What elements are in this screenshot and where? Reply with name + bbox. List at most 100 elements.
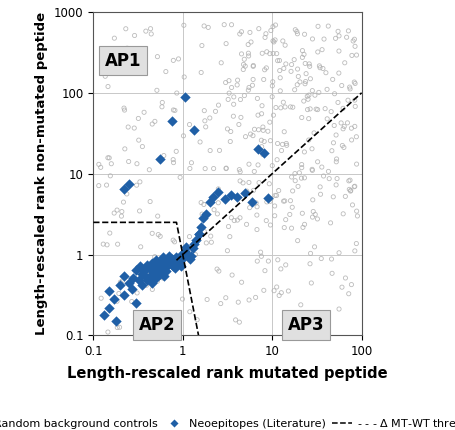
Point [300, 51, 308, 58]
Point [170, 159, 177, 166]
Point [104, 329, 111, 335]
Point [286, 211, 293, 218]
Point [293, 28, 300, 35]
Point [156, 258, 163, 265]
Point [121, 107, 128, 114]
Point [151, 253, 158, 260]
Point [142, 28, 150, 34]
Point [345, 178, 353, 184]
Point [342, 193, 349, 200]
Point [186, 308, 193, 315]
Point [214, 210, 221, 217]
Point [335, 32, 343, 39]
Point [120, 291, 127, 298]
Point [210, 193, 217, 200]
Point [308, 87, 316, 94]
Point [113, 207, 121, 214]
Point [122, 25, 129, 32]
Point [264, 128, 272, 135]
Point [353, 161, 360, 168]
Point [270, 38, 278, 45]
Point [293, 81, 301, 88]
Point [224, 247, 231, 254]
Point [197, 138, 204, 145]
Point [130, 274, 137, 281]
Point [151, 118, 158, 125]
Point [276, 67, 283, 74]
Point [158, 103, 166, 110]
Point [174, 260, 182, 267]
Point [110, 296, 117, 303]
Point [321, 327, 329, 334]
Point [255, 146, 262, 153]
Point [206, 114, 213, 121]
Point [314, 215, 321, 222]
Point [268, 195, 275, 202]
Point [154, 213, 162, 220]
Point [168, 255, 175, 262]
Point [288, 61, 295, 68]
Point [156, 270, 163, 277]
Point [181, 74, 188, 80]
Point [309, 197, 316, 203]
Point [303, 70, 310, 77]
Point [188, 253, 195, 260]
Point [116, 279, 124, 286]
Point [149, 120, 156, 127]
Point [295, 73, 302, 80]
Point [296, 169, 303, 176]
Point [162, 257, 170, 264]
Point [243, 187, 250, 194]
Point [118, 208, 126, 215]
Point [197, 199, 205, 206]
Point [282, 61, 289, 68]
Point [155, 260, 162, 267]
Point [312, 211, 319, 218]
Text: AP3: AP3 [288, 316, 324, 334]
Point [291, 56, 298, 63]
Point [261, 66, 268, 73]
Point [301, 148, 308, 155]
Point [258, 253, 265, 260]
Point [257, 249, 264, 255]
Legend: Random background controls, Neoepitopes (Literature), - - - $\Delta$ MT-WT thres: Random background controls, Neoepitopes … [0, 412, 455, 430]
Point [245, 84, 253, 91]
Point [210, 165, 217, 172]
Point [308, 145, 316, 152]
Point [170, 237, 177, 244]
Point [245, 87, 252, 94]
Point [201, 107, 208, 114]
Point [280, 99, 287, 106]
Point [233, 82, 241, 89]
Point [97, 295, 105, 302]
Point [157, 156, 164, 163]
Point [207, 233, 214, 240]
Point [236, 31, 243, 37]
Point [272, 22, 279, 28]
Point [270, 112, 277, 119]
Point [242, 63, 249, 70]
Point [237, 178, 244, 184]
Point [198, 42, 206, 49]
Point [125, 158, 132, 165]
Point [339, 105, 347, 112]
Point [289, 104, 296, 111]
Point [121, 145, 128, 152]
Point [309, 36, 316, 43]
Point [200, 201, 207, 208]
Point [250, 187, 257, 194]
Point [245, 161, 253, 168]
Point [177, 174, 184, 181]
Point [305, 115, 312, 122]
Point [338, 120, 345, 126]
Point [265, 258, 272, 264]
Point [234, 77, 241, 83]
Point [260, 287, 268, 294]
Point [245, 297, 253, 304]
Point [237, 96, 244, 103]
Point [215, 267, 222, 274]
Point [175, 55, 182, 62]
Point [348, 281, 355, 288]
Point [240, 61, 247, 68]
Point [308, 166, 316, 173]
